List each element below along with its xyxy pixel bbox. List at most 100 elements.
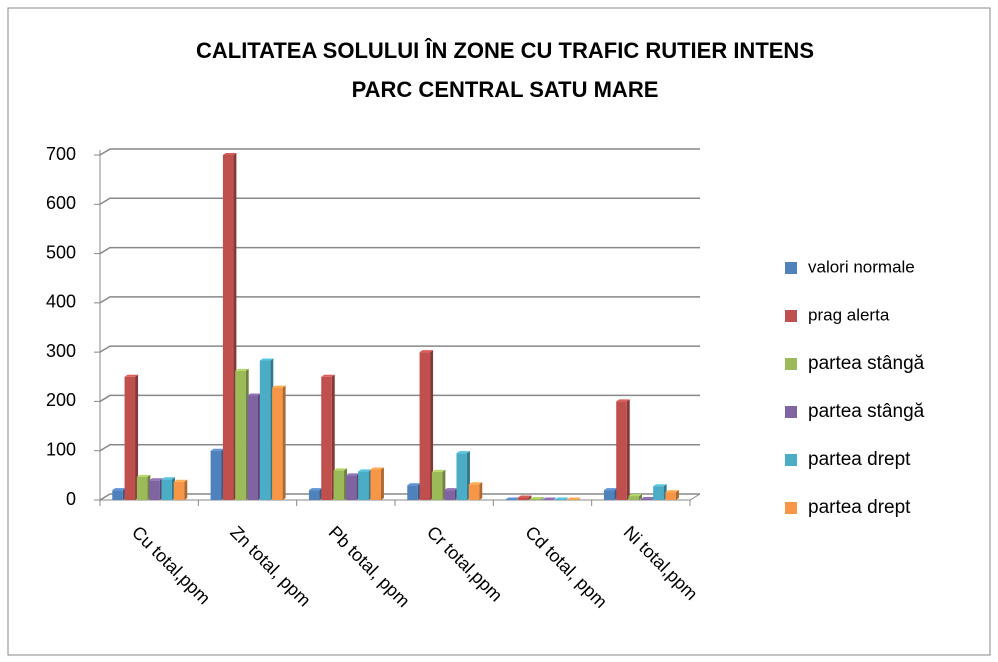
bar-top: [505, 497, 520, 500]
bar-side: [540, 497, 544, 500]
y-tick-label: 700: [46, 144, 76, 164]
bar: [210, 450, 222, 500]
bar-top: [358, 469, 372, 472]
grid-line: [99, 493, 700, 501]
bar: [358, 471, 369, 500]
bar-top: [173, 479, 188, 482]
bar-side: [675, 490, 679, 500]
bar-top: [259, 358, 274, 361]
bar-side: [577, 497, 581, 500]
bar-side: [639, 494, 643, 500]
chart-title: CALITATEA SOLULUI ÎN ZONE CU TRAFIC RUTI…: [196, 38, 814, 63]
bar: [333, 470, 345, 500]
bar-top: [554, 497, 569, 500]
y-tick-label: 600: [46, 193, 76, 213]
bar-top: [407, 483, 421, 486]
chart-border: [7, 7, 991, 656]
bar: [173, 481, 185, 500]
bar-top: [370, 467, 384, 470]
grid-line: [99, 394, 700, 403]
bar-top: [628, 494, 643, 497]
bar-top: [444, 488, 458, 491]
bar: [444, 490, 455, 500]
bar-top: [210, 448, 225, 451]
bar-side: [282, 385, 286, 500]
bar: [235, 370, 246, 500]
bar-top: [653, 484, 667, 487]
bar-top: [419, 350, 434, 353]
bar: [149, 480, 160, 500]
bar-top: [431, 469, 446, 472]
bar-side: [553, 497, 556, 500]
bar: [308, 490, 320, 500]
bar-top: [161, 477, 175, 480]
bar-top: [640, 497, 655, 500]
bar-top: [272, 385, 286, 388]
y-tick-label: 300: [46, 341, 76, 361]
bar-top: [247, 393, 261, 396]
bar: [665, 492, 676, 500]
bar-side: [331, 374, 335, 500]
bar: [530, 499, 541, 500]
bar: [628, 496, 640, 500]
legend-swatch: [785, 358, 797, 370]
legend-swatch: [785, 310, 797, 322]
bar-top: [149, 478, 163, 481]
bar: [124, 376, 136, 500]
legend-label: valori normale: [808, 257, 915, 276]
bar-side: [565, 497, 569, 500]
grid-line: [99, 296, 700, 304]
bar-side: [184, 479, 188, 500]
bar: [247, 395, 258, 500]
bar-side: [528, 495, 532, 500]
bar-top: [222, 153, 237, 155]
bar: [456, 453, 467, 500]
bar: [640, 499, 652, 500]
grid-line: [99, 197, 700, 205]
bar: [321, 376, 332, 500]
bar: [272, 387, 283, 500]
bar-side: [430, 350, 434, 500]
legend-label: partea drept: [808, 497, 911, 518]
grid-line: [99, 345, 700, 353]
grid-line: [99, 148, 700, 156]
bar-top: [567, 497, 581, 500]
bar-side: [626, 399, 630, 500]
bar-side: [380, 467, 384, 500]
bar-top: [345, 473, 360, 476]
bar-side: [479, 482, 483, 500]
bar-top: [235, 368, 249, 371]
y-tick-label: 400: [46, 292, 76, 312]
bar: [653, 486, 664, 500]
bar: [517, 497, 529, 500]
bar: [222, 155, 234, 500]
bar: [407, 485, 418, 500]
bar-side: [135, 374, 139, 500]
bar: [603, 490, 615, 500]
bar: [259, 360, 271, 500]
legend-swatch: [785, 406, 797, 418]
y-tick-label: 100: [46, 439, 76, 459]
bar: [112, 490, 123, 500]
bar-top: [468, 482, 483, 485]
y-tick-label: 200: [46, 390, 76, 410]
bar: [431, 471, 443, 500]
legend-swatch: [785, 262, 797, 274]
bar: [161, 479, 172, 500]
bar: [370, 469, 381, 500]
bar-top: [136, 474, 151, 477]
bar: [419, 352, 431, 500]
bar: [345, 475, 357, 500]
legend-label: prag alerta: [808, 305, 890, 324]
bar-top: [665, 490, 679, 493]
bar: [468, 484, 480, 500]
bar-top: [616, 399, 630, 402]
legend-swatch: [785, 502, 797, 514]
bar-top: [333, 468, 348, 471]
legend-label: partea drept: [808, 449, 911, 470]
legend-label: partea stângă: [808, 401, 925, 422]
bar-top: [456, 451, 470, 454]
grid-line: [99, 443, 700, 452]
bar: [136, 476, 148, 500]
